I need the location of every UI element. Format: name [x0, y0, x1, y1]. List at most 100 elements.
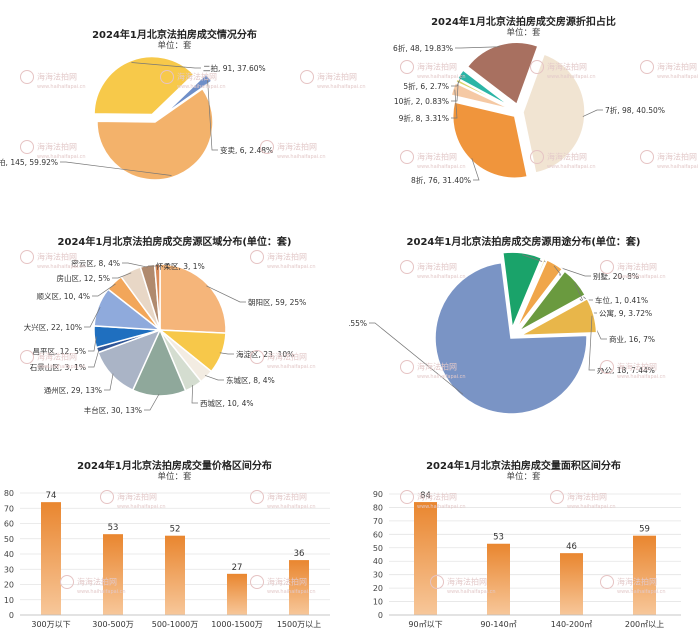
- y-tick-label-4: 40: [4, 550, 14, 559]
- leader-line-0: [582, 109, 603, 117]
- bar-value-label-2: 46: [566, 542, 577, 552]
- y-tick-label-6: 60: [373, 530, 383, 539]
- y-tick-label-8: 80: [373, 503, 383, 512]
- pie-label-3: 西城区, 10, 4%: [200, 399, 253, 408]
- pie-slice-5: [520, 297, 598, 337]
- bar-chart-area-range: 0 10 20 30 40 50 60 70 80 90 84 90㎡以下 53 90-140㎡ 46 140…: [373, 490, 681, 629]
- watermark-text: 海海法拍网: [117, 492, 157, 502]
- pie-label-3: 公寓, 9, 3.72%: [599, 308, 652, 318]
- pie-label-1: 别墅, 20, 8%: [593, 271, 639, 281]
- watermark-text: 海海法拍网: [617, 262, 657, 272]
- watermark-logo-icon: [160, 70, 174, 84]
- panel-usage: 2024年1月北京法拍房成交房源用途分布(单位：套) 住宅, 178, 73.5…: [349, 215, 698, 430]
- pie-slice-4: [456, 68, 513, 109]
- watermark-logo: 海海法拍网 www.haihaifapai.cn: [430, 575, 496, 595]
- x-tick-label-2: 140-200㎡: [551, 620, 592, 629]
- bar-value-label-3: 27: [232, 563, 243, 573]
- watermark-logo-icon: [400, 490, 414, 504]
- x-tick-label-0: 300万以下: [31, 620, 70, 629]
- watermark-logo-icon: [100, 490, 114, 504]
- panel-auction-round: 2024年1月北京法拍房成交情况分布 单位：套 一拍, 145, 59.92% 二…: [0, 0, 349, 215]
- watermark-logo: 海海法拍网 www.haihaifapai.cn: [550, 490, 616, 510]
- watermark-logo: 海海法拍网 www.haihaifapai.cn: [20, 70, 86, 90]
- chart-title: 2024年1月北京法拍房成交量面积区间分布: [426, 461, 621, 472]
- watermark-text: 海海法拍网: [657, 152, 697, 162]
- pie-slice-1: [451, 101, 529, 179]
- pie-chart-usage: 住宅, 178, 73.55% 别墅, 20, 8% 车位, 1, 0.41% 公寓,…: [349, 251, 655, 415]
- watermark-logo: 海海法拍网 www.haihaifapai.cn: [60, 575, 126, 595]
- watermark-logo: 海海法拍网 www.haihaifapai.cn: [640, 60, 698, 80]
- watermark-logo: 海海法拍网 www.haihaifapai.cn: [400, 150, 466, 170]
- pie-label-0: 一拍, 145, 59.92%: [0, 157, 58, 167]
- y-tick-label-7: 70: [373, 517, 383, 526]
- watermark-subtext: www.haihaifapai.cn: [617, 274, 666, 280]
- y-tick-label-5: 50: [4, 535, 14, 544]
- bar-2: [560, 553, 583, 615]
- bar-value-label-0: 84: [420, 491, 431, 501]
- leader-line-7: [88, 336, 97, 352]
- watermark-text: 海海法拍网: [447, 577, 487, 587]
- pie-label-4: 5折, 6, 2.7%: [403, 81, 449, 91]
- pie-label-3: 10折, 2, 0.83%: [394, 96, 449, 106]
- chart-title: 2024年1月北京法拍房成交房源用途分布(单位：套): [406, 237, 641, 248]
- leader-line-1: [219, 352, 234, 355]
- leader-line-5: [104, 373, 114, 391]
- watermark-subtext: www.haihaifapai.cn: [417, 504, 466, 510]
- watermark-logo-icon: [250, 490, 264, 504]
- pie-slice-3: [454, 77, 513, 110]
- watermark-logo: 海海法拍网 www.haihaifapai.cn: [600, 260, 666, 280]
- watermark-logo-icon: [640, 60, 654, 74]
- y-tick-label-0: 0: [9, 611, 14, 620]
- watermark-subtext: www.haihaifapai.cn: [417, 374, 466, 380]
- bar-1: [103, 534, 123, 615]
- leader-line-2: [207, 78, 218, 151]
- x-tick-label-3: 1000-1500万: [211, 620, 263, 629]
- panel-area-range: 2024年1月北京法拍房成交量面积区间分布 单位：套 0 10 20 30 40 50 60…: [349, 445, 698, 639]
- pie-label-4: 商业, 16, 7%: [609, 334, 655, 344]
- watermark-text: 海海法拍网: [547, 62, 587, 72]
- x-tick-label-1: 300-500万: [92, 620, 133, 629]
- pie-label-0: 朝阳区, 59, 25%: [248, 298, 306, 307]
- pie-slice-3: [515, 259, 564, 330]
- watermark-logo: 海海法拍网 www.haihaifapai.cn: [640, 150, 698, 170]
- watermark-subtext: www.haihaifapai.cn: [37, 84, 86, 90]
- x-tick-label-4: 1500万以上: [277, 620, 321, 629]
- watermark-logo-icon: [550, 490, 564, 504]
- watermark-logo-icon: [20, 250, 34, 264]
- leader-line-3: [451, 81, 459, 102]
- bar-value-label-2: 52: [170, 525, 181, 535]
- watermark-logo-icon: [20, 140, 34, 154]
- watermark-logo-icon: [300, 70, 314, 84]
- y-tick-label-2: 20: [373, 584, 383, 593]
- watermark-subtext: www.haihaifapai.cn: [657, 164, 698, 170]
- leader-line-0: [60, 161, 172, 176]
- leader-line-11: [122, 262, 148, 268]
- watermark-subtext: www.haihaifapai.cn: [417, 274, 466, 280]
- watermark-subtext: www.haihaifapai.cn: [417, 74, 466, 80]
- x-tick-label-0: 90㎡以下: [408, 620, 442, 629]
- watermark-subtext: www.haihaifapai.cn: [447, 589, 496, 595]
- watermark-subtext: www.haihaifapai.cn: [657, 74, 698, 80]
- leader-line-2: [204, 375, 224, 381]
- bar-3: [227, 573, 247, 615]
- watermark-text: 海海法拍网: [617, 577, 657, 587]
- panel-district: 2024年1月北京法拍房成交房源区域分布(单位：套) 朝阳区, 59, 25% 海…: [0, 215, 349, 430]
- watermark-text: 海海法拍网: [417, 152, 457, 162]
- watermark-logo: 海海法拍网 www.haihaifapai.cn: [250, 350, 316, 370]
- watermark-subtext: www.haihaifapai.cn: [417, 164, 466, 170]
- pie-label-8: 大兴区, 22, 10%: [24, 322, 82, 332]
- y-tick-label-0: 0: [378, 611, 383, 620]
- chart-title: 2024年1月北京法拍房成交情况分布: [92, 30, 257, 41]
- watermark-text: 海海法拍网: [267, 577, 307, 587]
- watermark-text: 海海法拍网: [37, 142, 77, 152]
- watermark-logo-icon: [600, 260, 614, 274]
- bar-value-label-1: 53: [108, 523, 119, 533]
- watermark-subtext: www.haihaifapai.cn: [117, 504, 166, 510]
- bar-3: [633, 535, 656, 615]
- watermark-logo-icon: [400, 360, 414, 374]
- watermark-logo-icon: [250, 575, 264, 589]
- y-tick-label-3: 30: [4, 565, 14, 574]
- bar-2: [165, 535, 185, 615]
- watermark-logo-icon: [430, 575, 444, 589]
- watermark-text: 海海法拍网: [417, 62, 457, 72]
